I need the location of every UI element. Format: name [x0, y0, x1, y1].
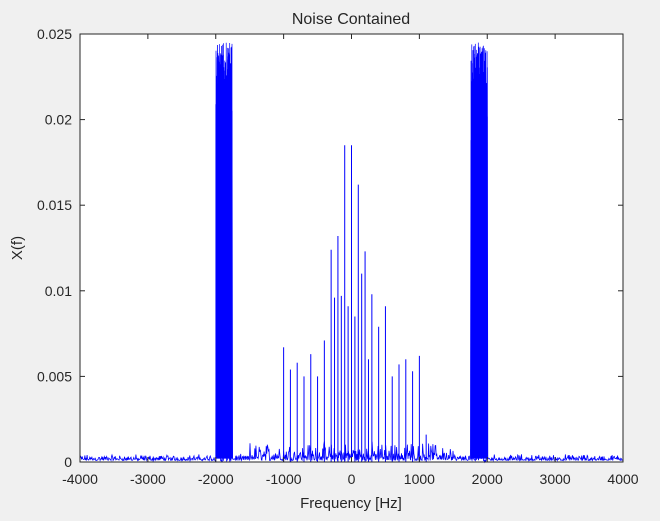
y-tick-label: 0.005	[37, 368, 72, 384]
spectrum-band	[215, 42, 233, 459]
spectrum-band	[470, 42, 488, 459]
tick-layer: -4000 -3000 -2000 -1000 0 1000 2000 3000 4000 0 0.…	[37, 26, 639, 487]
chart-title: Noise Contained	[292, 11, 410, 28]
x-axis-label: Frequency [Hz]	[300, 495, 402, 512]
y-tick-label: 0.02	[45, 112, 72, 128]
x-tick-label: 4000	[607, 471, 638, 487]
y-tick-label: 0.025	[37, 26, 72, 42]
y-tick-label: 0.01	[45, 283, 72, 299]
x-tick-label: -1000	[266, 471, 302, 487]
y-axis-label: X(f)	[9, 236, 26, 260]
y-tick-label: 0.015	[37, 197, 72, 213]
y-tick-label: 0	[64, 454, 72, 470]
x-tick-label: 2000	[472, 471, 503, 487]
x-tick-label: 0	[348, 471, 356, 487]
x-tick-label: 3000	[540, 471, 571, 487]
x-tick-label: -2000	[198, 471, 234, 487]
series-layer	[79, 42, 624, 464]
x-tick-label: 1000	[404, 471, 435, 487]
x-tick-label: -3000	[130, 471, 166, 487]
x-tick-label: -4000	[62, 471, 98, 487]
